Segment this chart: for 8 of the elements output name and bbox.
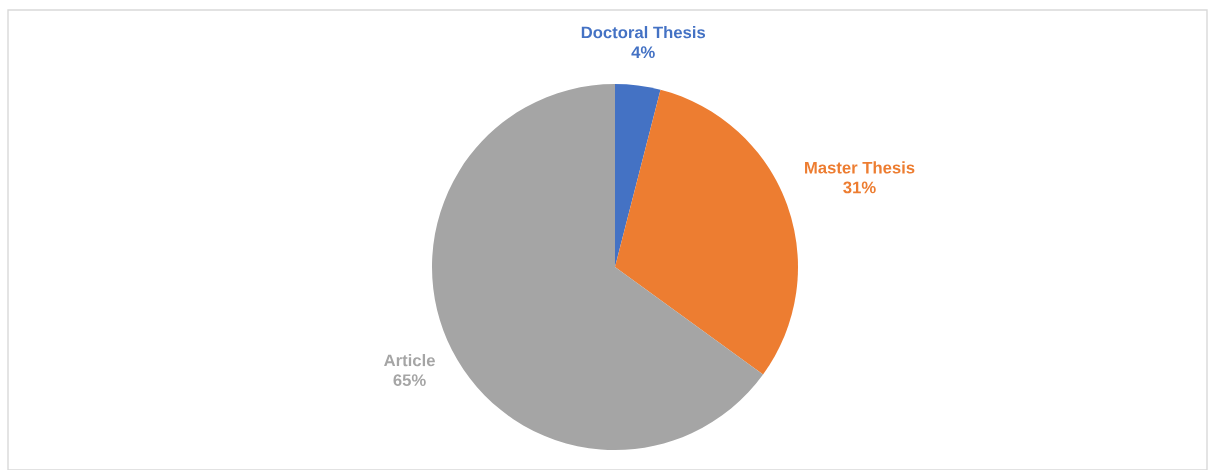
data-label: 31% [843, 181, 876, 194]
slice-label: Master Thesis [805, 161, 915, 174]
data-label: 65% [393, 374, 426, 387]
pie-slice [615, 84, 661, 267]
pie-slice [615, 89, 798, 375]
data-label: 4% [631, 46, 655, 59]
slice-label: Doctoral Thesis [581, 26, 706, 39]
slice-label: Article [384, 354, 435, 367]
